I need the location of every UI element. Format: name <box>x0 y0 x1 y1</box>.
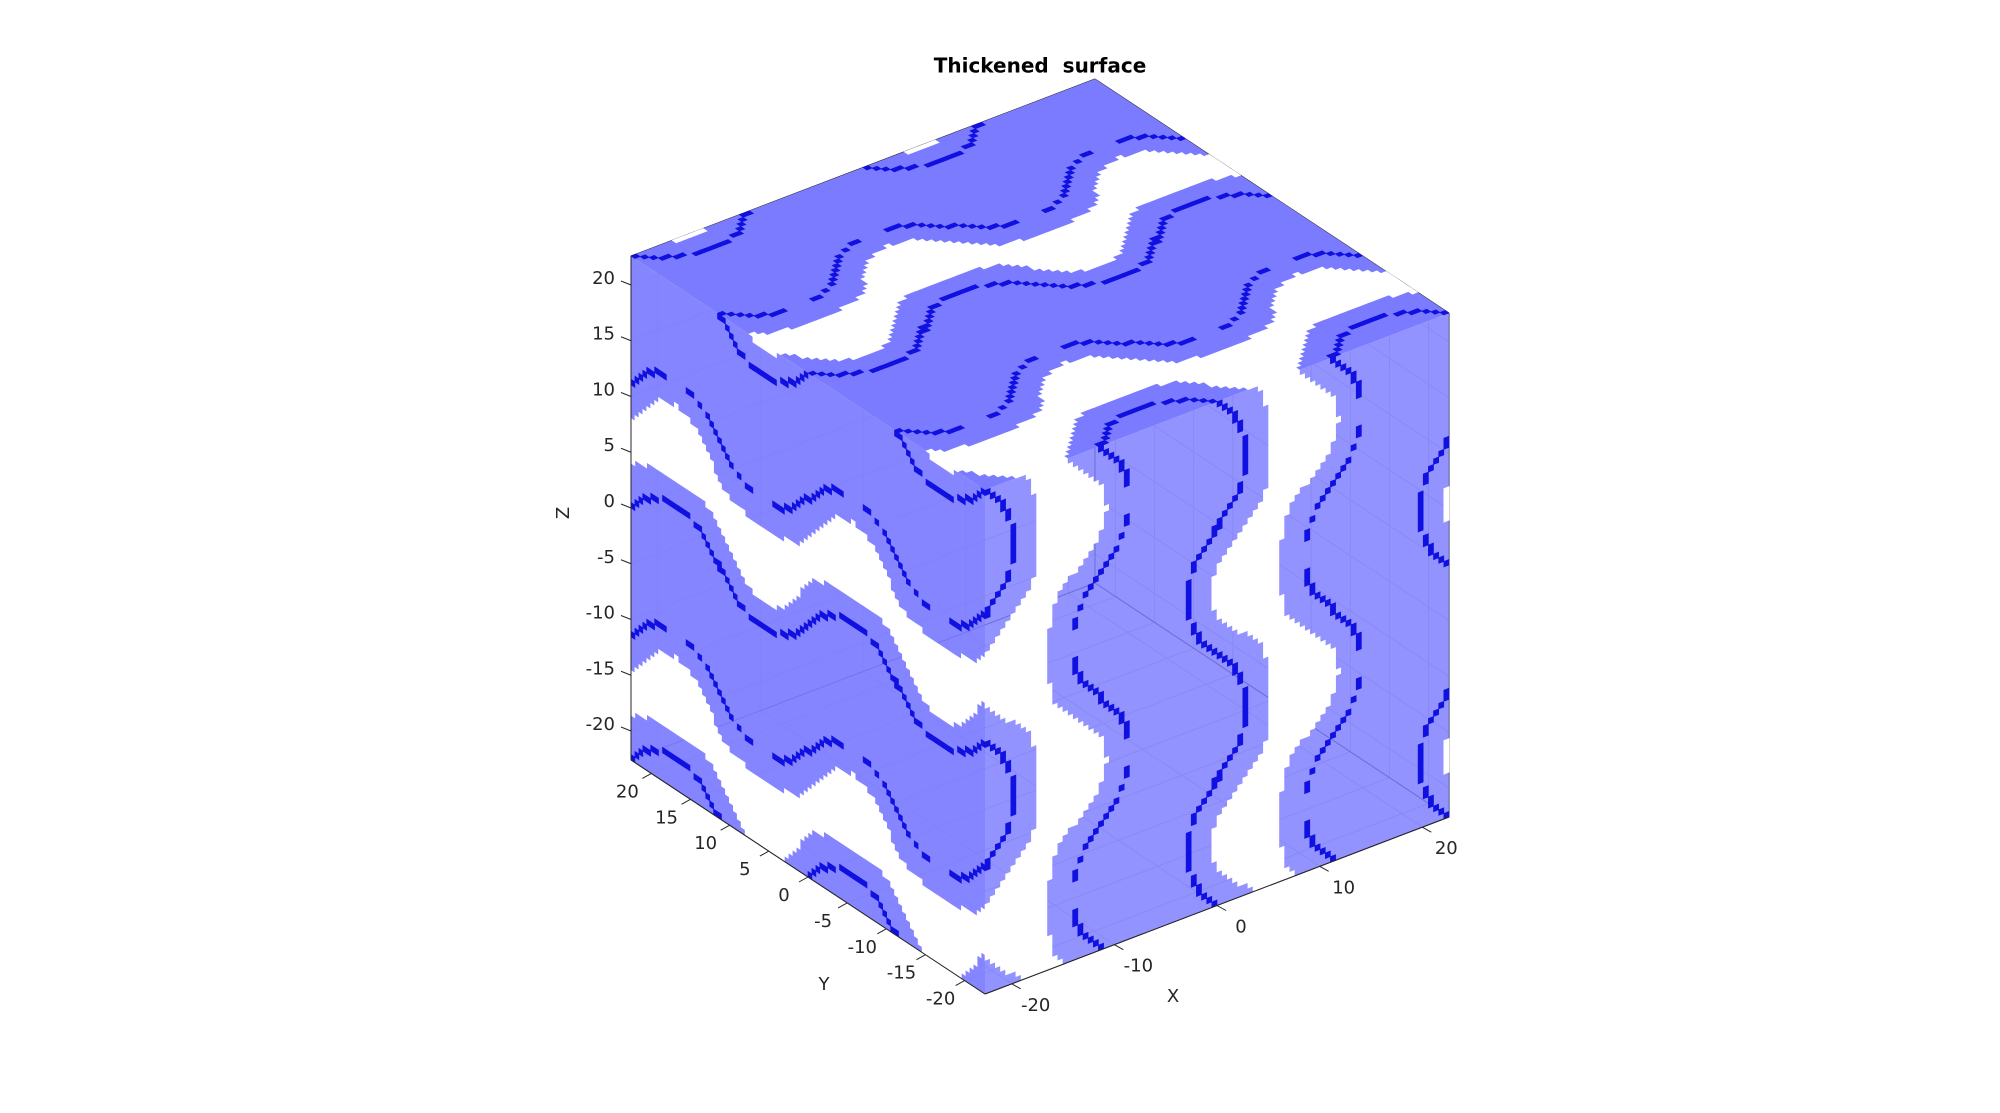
axis-line <box>630 759 986 995</box>
surface-edge <box>984 355 1450 952</box>
front-layer <box>620 256 1450 995</box>
tick-mark <box>1319 865 1329 872</box>
surface-edge <box>630 312 986 938</box>
y-tick-label: 0 <box>778 885 789 906</box>
tick-mark <box>916 954 926 961</box>
tick-mark <box>642 773 652 779</box>
surface-edge <box>630 121 1450 448</box>
z-tick-label: -15 <box>586 658 615 679</box>
tick-mark <box>620 280 632 286</box>
y-axis-label: Y <box>818 974 831 995</box>
tick-mark <box>798 876 809 883</box>
y-tick-label: 5 <box>739 859 750 880</box>
tick-mark <box>620 447 632 453</box>
tick-mark <box>1011 983 1021 990</box>
chart-title: Thickened surface <box>934 54 1147 78</box>
x-tick-label: 0 <box>1235 917 1246 938</box>
z-axis-label: Z <box>553 507 574 519</box>
tick-mark <box>759 850 770 857</box>
y-tick-label: 15 <box>655 807 678 828</box>
y-tick-label: 20 <box>616 781 639 802</box>
tick-mark <box>620 336 632 342</box>
tick-mark <box>1422 826 1432 833</box>
tick-mark <box>1216 905 1227 911</box>
surface-hole <box>671 139 1419 479</box>
tick-mark <box>681 798 691 805</box>
tick-mark <box>620 392 632 397</box>
surf-layer <box>630 79 1450 994</box>
surface-hole <box>630 336 986 979</box>
y-tick-label: 10 <box>694 833 717 854</box>
tick-mark <box>720 824 730 831</box>
x-axis-label: X <box>1167 986 1179 1007</box>
z-tick-label: 5 <box>604 435 615 456</box>
tick-mark <box>620 726 632 732</box>
z-tick-label: 10 <box>592 379 615 400</box>
tick-mark <box>620 670 632 676</box>
tick-mark <box>877 928 887 935</box>
tick-mark <box>620 559 632 565</box>
tick-mark <box>837 902 848 909</box>
z-tick-label: 0 <box>604 491 615 512</box>
y-tick-label: -5 <box>814 911 832 932</box>
z-tick-label: -20 <box>586 714 615 735</box>
x-tick-label: 10 <box>1332 877 1355 898</box>
tick-mark <box>1114 944 1124 951</box>
z-tick-label: -5 <box>597 547 615 568</box>
z-tick-label: 20 <box>592 268 615 289</box>
axis-line <box>984 816 1450 995</box>
z-tick-label: 15 <box>592 324 615 345</box>
tick-mark <box>955 980 965 986</box>
x-tick-label: -10 <box>1124 956 1153 977</box>
z-tick-label: -10 <box>586 603 615 624</box>
x-tick-label: -20 <box>1021 995 1050 1016</box>
labels-layer: -20-15-10-505101520-20-1001020-20-15-10-… <box>586 268 1458 1016</box>
y-tick-label: -20 <box>926 989 955 1010</box>
y-tick-label: -10 <box>848 937 877 958</box>
x-tick-label: 20 <box>1435 838 1458 859</box>
tick-mark <box>620 503 632 509</box>
y-tick-label: -15 <box>887 963 916 984</box>
tick-mark <box>620 615 632 620</box>
